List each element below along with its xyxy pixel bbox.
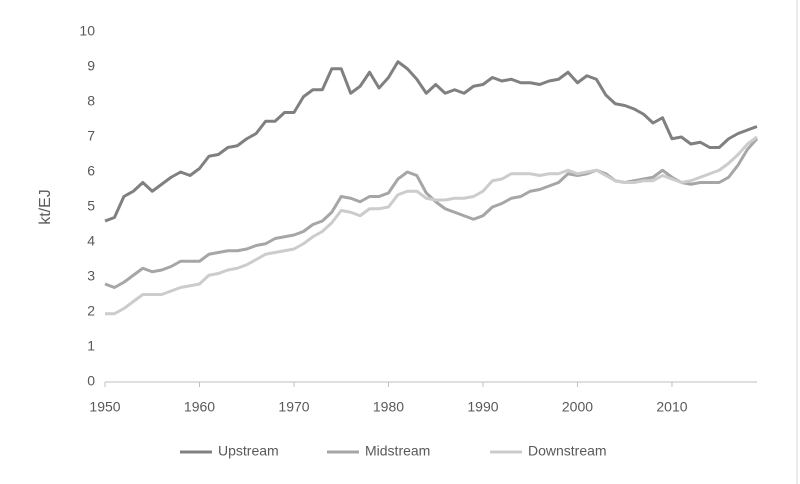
y-tick-label: 10 bbox=[79, 23, 95, 39]
y-tick-label: 4 bbox=[87, 233, 95, 249]
series-line bbox=[104, 137, 759, 289]
y-tick-label: 9 bbox=[87, 58, 95, 74]
x-tick-label: 2010 bbox=[656, 399, 687, 415]
legend-label: Upstream bbox=[218, 443, 279, 459]
legend-label: Downstream bbox=[528, 443, 607, 459]
y-tick-label: 0 bbox=[87, 373, 95, 389]
y-tick-label: 3 bbox=[87, 268, 95, 284]
y-tick-label: 6 bbox=[87, 163, 95, 179]
series-line bbox=[105, 135, 758, 316]
x-tick-label: 1960 bbox=[184, 399, 215, 415]
x-tick-label: 1970 bbox=[278, 399, 309, 415]
x-tick-label: 1980 bbox=[373, 399, 404, 415]
y-tick-label: 5 bbox=[87, 198, 95, 214]
y-tick-label: 2 bbox=[87, 303, 95, 319]
series-line bbox=[104, 60, 758, 223]
y-tick-label: 7 bbox=[87, 128, 95, 144]
y-tick-label: 8 bbox=[87, 93, 95, 109]
y-tick-label: 1 bbox=[87, 338, 95, 354]
x-tick-label: 2000 bbox=[562, 399, 593, 415]
x-tick-label: 1950 bbox=[89, 399, 120, 415]
x-tick-label: 1990 bbox=[467, 399, 498, 415]
legend-label: Midstream bbox=[365, 443, 430, 459]
y-axis-label: kt/EJ bbox=[37, 189, 54, 225]
